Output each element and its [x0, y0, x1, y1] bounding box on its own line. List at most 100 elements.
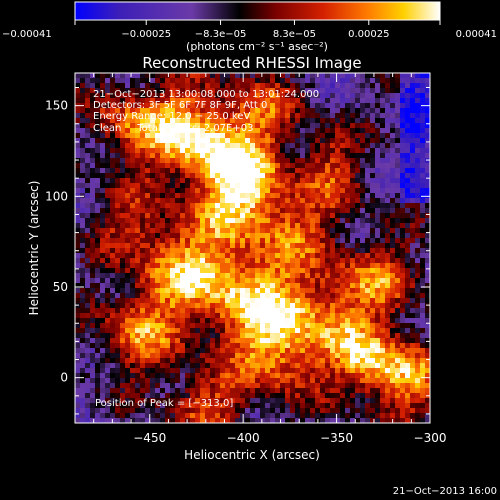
- heatmap-cell: [220, 378, 225, 383]
- heatmap-cell: [90, 133, 95, 138]
- heatmap-cell: [320, 148, 325, 153]
- heatmap-cell: [355, 263, 360, 268]
- heatmap-cell: [190, 128, 195, 133]
- heatmap-cell: [215, 293, 220, 298]
- heatmap-cell: [285, 178, 290, 183]
- heatmap-cell: [115, 83, 120, 88]
- heatmap-cell: [370, 218, 375, 223]
- heatmap-cell: [255, 193, 260, 198]
- heatmap-cell: [215, 183, 220, 188]
- heatmap-cell: [270, 238, 275, 243]
- heatmap-cell: [300, 278, 305, 283]
- heatmap-cell: [275, 323, 280, 328]
- heatmap-cell: [355, 208, 360, 213]
- heatmap-cell: [195, 393, 200, 398]
- heatmap-cell: [350, 148, 355, 153]
- heatmap-cell: [275, 243, 280, 248]
- heatmap-cell: [120, 278, 125, 283]
- heatmap-cell: [360, 283, 365, 288]
- heatmap-cell: [180, 338, 185, 343]
- heatmap-cell: [375, 313, 380, 318]
- heatmap-cell: [270, 283, 275, 288]
- heatmap-cell: [270, 78, 275, 83]
- heatmap-cell: [225, 348, 230, 353]
- heatmap-cell: [375, 193, 380, 198]
- heatmap-cell: [230, 128, 235, 133]
- heatmap-cell: [140, 308, 145, 313]
- heatmap-cell: [215, 403, 220, 408]
- heatmap-cell: [160, 318, 165, 323]
- heatmap-cell: [115, 123, 120, 128]
- heatmap-cell: [135, 348, 140, 353]
- heatmap-cell: [200, 188, 205, 193]
- heatmap-cell: [295, 88, 300, 93]
- heatmap-cell: [385, 113, 390, 118]
- heatmap-cell: [200, 143, 205, 148]
- heatmap-cell: [285, 288, 290, 293]
- heatmap-cell: [370, 98, 375, 103]
- heatmap-cell: [315, 338, 320, 343]
- heatmap-cell: [95, 253, 100, 258]
- heatmap-cell: [285, 388, 290, 393]
- heatmap-cell: [260, 78, 265, 83]
- heatmap-cell: [345, 293, 350, 298]
- heatmap-cell: [395, 233, 400, 238]
- heatmap-cell: [325, 98, 330, 103]
- heatmap-cell: [150, 348, 155, 353]
- heatmap-cell: [160, 308, 165, 313]
- heatmap-cell: [235, 128, 240, 133]
- heatmap-cell: [265, 283, 270, 288]
- heatmap-cell: [225, 98, 230, 103]
- heatmap-cell: [305, 268, 310, 273]
- heatmap-cell: [110, 148, 115, 153]
- heatmap-cell: [200, 268, 205, 273]
- heatmap-cell: [325, 378, 330, 383]
- heatmap-cell: [110, 83, 115, 88]
- heatmap-cell: [230, 308, 235, 313]
- heatmap-cell: [195, 188, 200, 193]
- heatmap-cell: [340, 103, 345, 108]
- heatmap-cell: [115, 243, 120, 248]
- heatmap-cell: [140, 373, 145, 378]
- heatmap-cell: [125, 113, 130, 118]
- heatmap-cell: [175, 183, 180, 188]
- heatmap-cell: [120, 158, 125, 163]
- heatmap-cell: [320, 118, 325, 123]
- heatmap-cell: [420, 188, 425, 193]
- heatmap-cell: [370, 258, 375, 263]
- heatmap-cell: [380, 233, 385, 238]
- heatmap-cell: [215, 198, 220, 203]
- heatmap-cell: [280, 358, 285, 363]
- heatmap-cell: [115, 188, 120, 193]
- heatmap-cell: [80, 138, 85, 143]
- heatmap-cell: [210, 253, 215, 258]
- heatmap-cell: [265, 143, 270, 148]
- heatmap-cell: [90, 178, 95, 183]
- heatmap-cell: [285, 193, 290, 198]
- heatmap-cell: [75, 413, 80, 418]
- heatmap-cell: [80, 243, 85, 248]
- heatmap-cell: [350, 88, 355, 93]
- heatmap-cell: [180, 398, 185, 403]
- heatmap-cell: [315, 358, 320, 363]
- heatmap-cell: [205, 148, 210, 153]
- heatmap-cell: [95, 368, 100, 373]
- heatmap-cell: [135, 323, 140, 328]
- heatmap-cell: [180, 328, 185, 333]
- heatmap-cell: [130, 98, 135, 103]
- heatmap-cell: [180, 253, 185, 258]
- heatmap-cell: [280, 98, 285, 103]
- heatmap-cell: [95, 78, 100, 83]
- heatmap-cell: [405, 413, 410, 418]
- heatmap-cell: [230, 363, 235, 368]
- heatmap-cell: [305, 93, 310, 98]
- heatmap-cell: [160, 338, 165, 343]
- heatmap-cell: [405, 73, 410, 78]
- heatmap-cell: [330, 178, 335, 183]
- heatmap-cell: [290, 368, 295, 373]
- heatmap-cell: [240, 318, 245, 323]
- heatmap-cell: [350, 218, 355, 223]
- heatmap-cell: [400, 313, 405, 318]
- heatmap-cell: [310, 78, 315, 83]
- heatmap-cell: [130, 93, 135, 98]
